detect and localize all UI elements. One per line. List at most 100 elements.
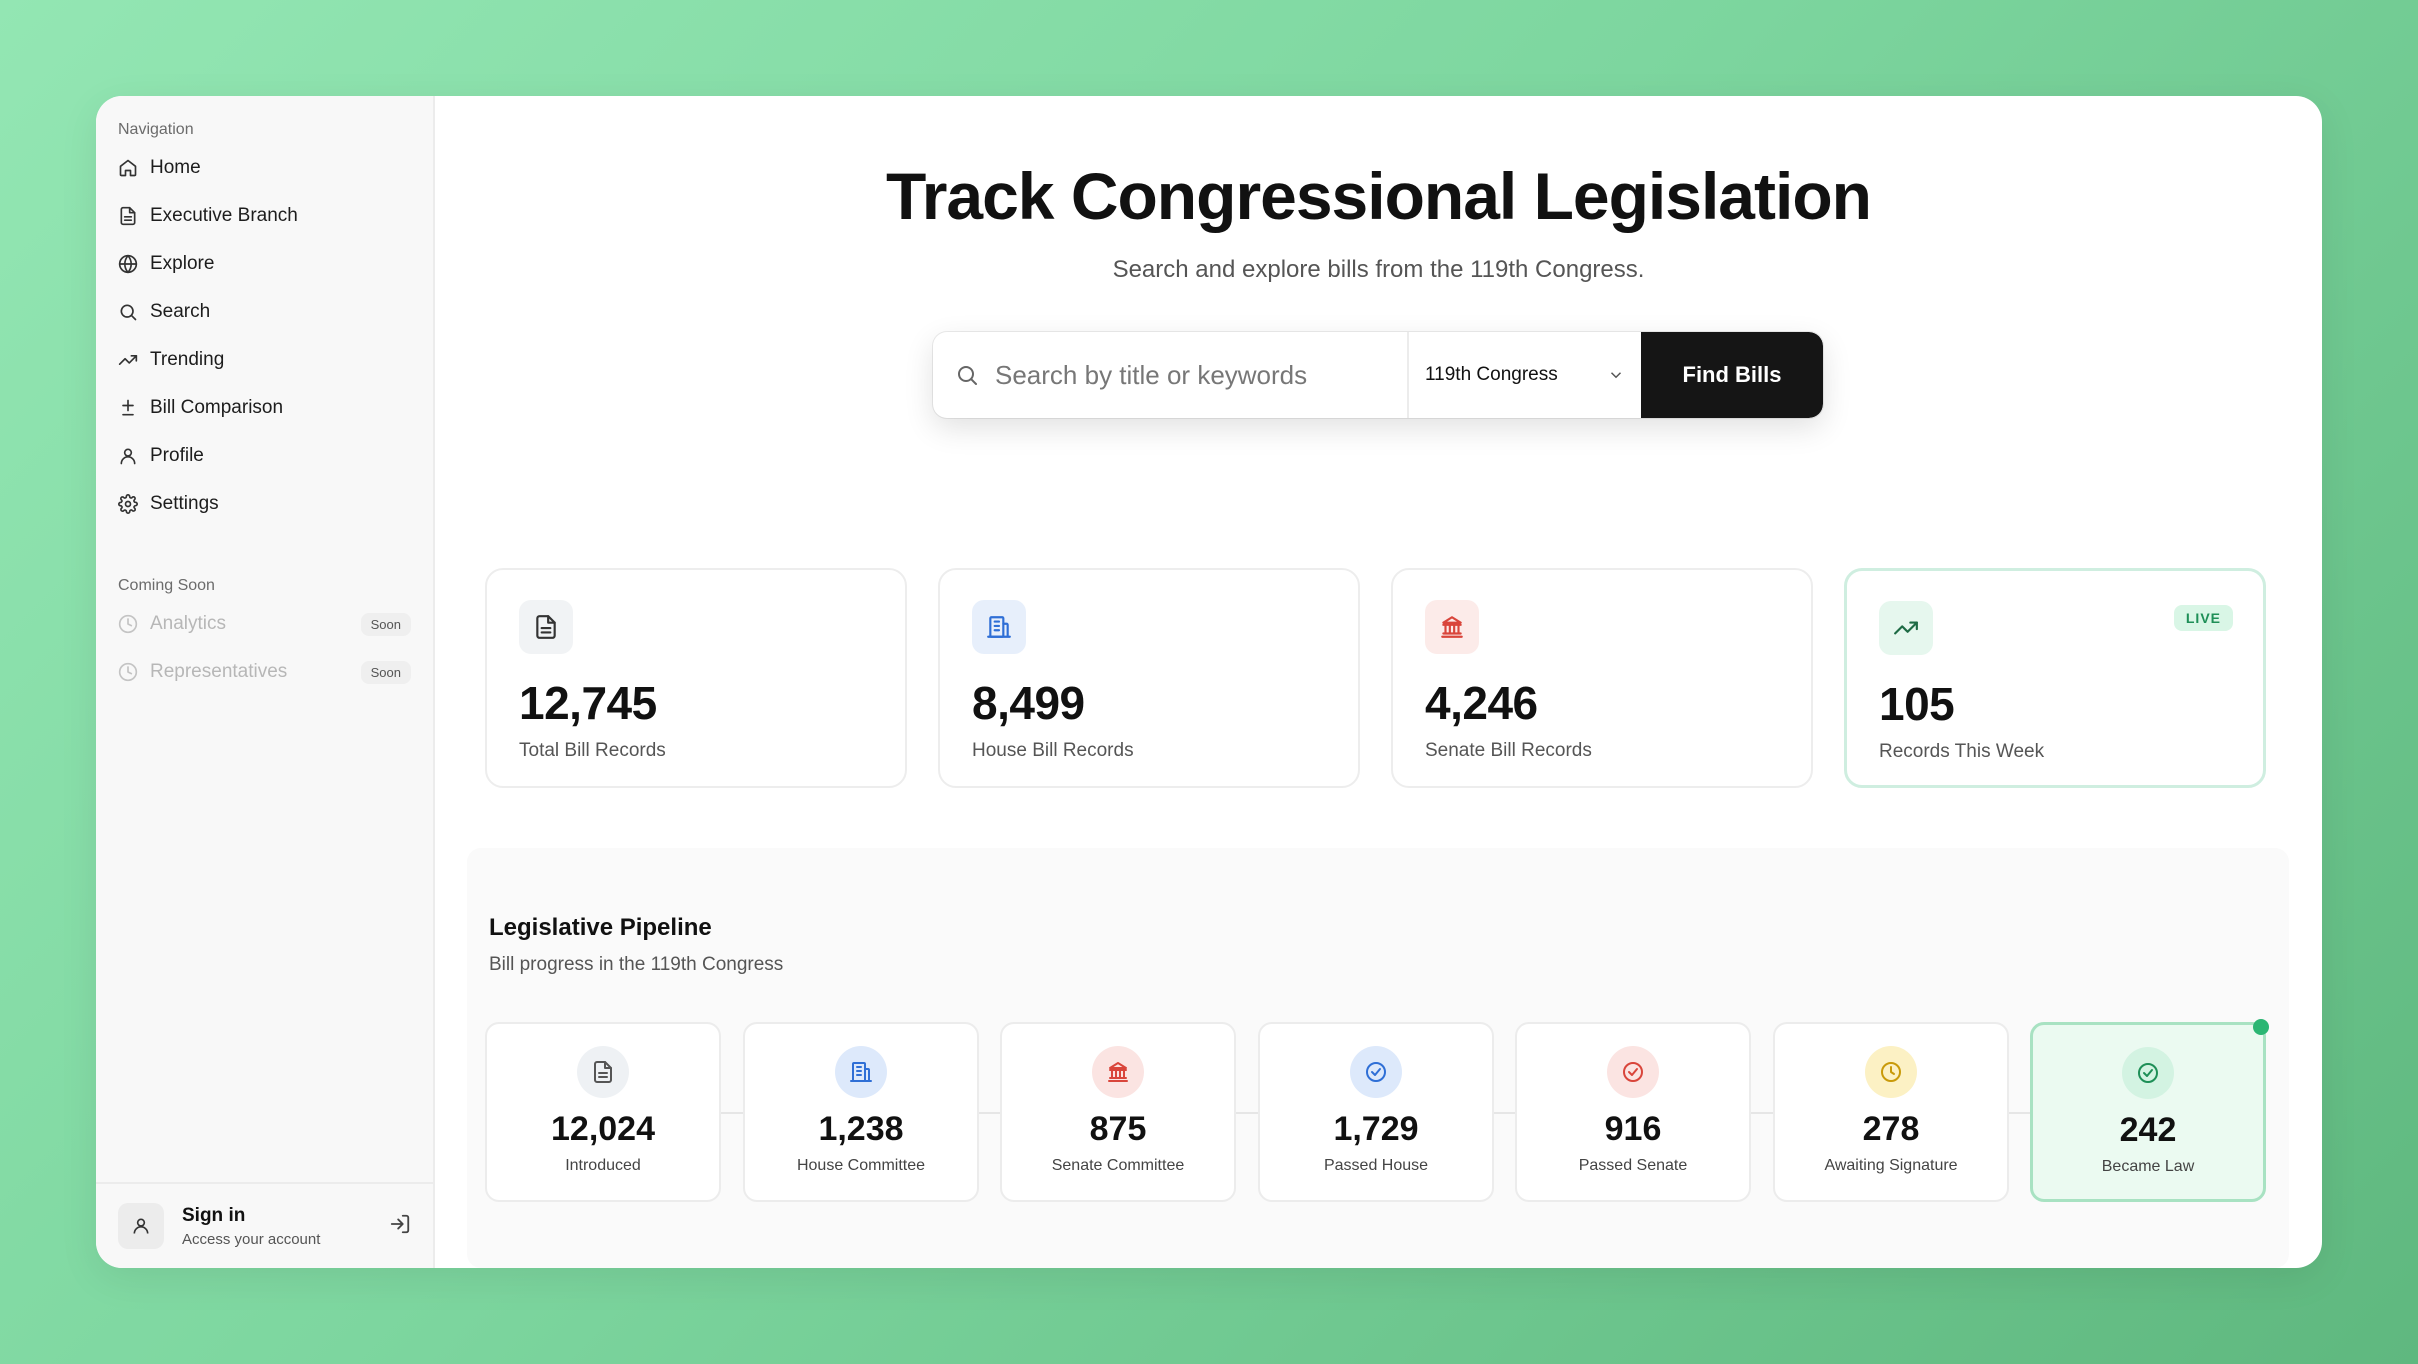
clock-icon bbox=[1865, 1046, 1917, 1098]
stage-value: 242 bbox=[2119, 1111, 2177, 1149]
globe-icon bbox=[118, 254, 138, 274]
sidebar-item-explore[interactable]: Explore bbox=[110, 240, 419, 288]
live-badge: LIVE bbox=[2173, 605, 2233, 631]
sidebar-item-label: Profile bbox=[150, 445, 204, 466]
sidebar-item-bill-comparison[interactable]: Bill Comparison bbox=[110, 384, 419, 432]
clock-icon bbox=[118, 662, 138, 682]
sidebar-item-label: Settings bbox=[150, 493, 219, 514]
building-icon bbox=[835, 1046, 887, 1098]
search-icon bbox=[958, 366, 977, 385]
sidebar-item-label: Bill Comparison bbox=[150, 397, 284, 418]
stat-value: 4,246 bbox=[1425, 677, 1538, 729]
congress-select-value: 119th Congress bbox=[1425, 364, 1558, 385]
sidebar-item-label: Analytics bbox=[150, 613, 227, 634]
capitol-icon bbox=[1425, 600, 1479, 654]
pipeline-stage-house-committee[interactable]: 1,238 House Committee bbox=[743, 1022, 979, 1202]
sidebar-item-analytics: Analytics Soon bbox=[110, 600, 419, 648]
sidebar-item-search[interactable]: Search bbox=[110, 288, 419, 336]
coming-soon-section-label: Coming Soon bbox=[118, 577, 215, 594]
sign-in-subtitle: Access your account bbox=[182, 1230, 321, 1248]
stat-card-senate[interactable]: 4,246 Senate Bill Records bbox=[1391, 568, 1813, 788]
pipeline-stage-awaiting-signature[interactable]: 278 Awaiting Signature bbox=[1773, 1022, 2009, 1202]
soon-badge: Soon bbox=[360, 660, 411, 684]
avatar bbox=[118, 1203, 164, 1249]
stage-label: Passed House bbox=[1323, 1157, 1429, 1174]
find-bills-button[interactable]: Find Bills bbox=[1641, 332, 1823, 418]
pipeline-stage-passed-house[interactable]: 1,729 Passed House bbox=[1258, 1022, 1494, 1202]
stage-value: 12,024 bbox=[551, 1110, 655, 1148]
stage-value: 1,238 bbox=[818, 1110, 904, 1148]
search-bar: 119th Congress Find Bills bbox=[933, 332, 1823, 418]
sidebar-item-home[interactable]: Home bbox=[110, 144, 419, 192]
page-title: Track Congressional Legislation bbox=[886, 159, 1872, 233]
stage-label: House Committee bbox=[796, 1157, 926, 1174]
stage-value: 278 bbox=[1862, 1110, 1920, 1148]
user-icon bbox=[118, 446, 138, 466]
pipeline-stage-passed-senate[interactable]: 916 Passed Senate bbox=[1515, 1022, 1751, 1202]
sidebar-item-label: Search bbox=[150, 301, 211, 322]
stage-label: Became Law bbox=[2101, 1158, 2195, 1175]
sidebar-item-representatives: Representatives Soon bbox=[110, 648, 419, 696]
stage-label: Senate Committee bbox=[1051, 1157, 1185, 1174]
pipeline-stage-became-law[interactable]: 242 Became Law bbox=[2030, 1019, 2269, 1202]
sidebar-item-label: Representatives bbox=[150, 661, 288, 682]
stage-label: Passed Senate bbox=[1578, 1157, 1688, 1174]
stat-label: Records This Week bbox=[1879, 741, 2045, 762]
gear-icon bbox=[118, 494, 138, 514]
stat-card-this-week[interactable]: LIVE 105 Records This Week bbox=[1844, 568, 2266, 788]
search-icon bbox=[118, 302, 138, 322]
active-indicator-dot bbox=[2253, 1019, 2269, 1035]
check-circle-icon bbox=[1350, 1046, 1402, 1098]
stat-label: Senate Bill Records bbox=[1425, 740, 1592, 761]
building-icon bbox=[972, 600, 1026, 654]
sidebar-item-settings[interactable]: Settings bbox=[110, 480, 419, 528]
sidebar: Navigation Home Executive Branch Explore… bbox=[96, 96, 435, 1268]
stat-value: 12,745 bbox=[519, 677, 657, 729]
soon-badge: Soon bbox=[360, 612, 411, 636]
sidebar-item-trending[interactable]: Trending bbox=[110, 336, 419, 384]
pipeline-stage-introduced[interactable]: 12,024 Introduced bbox=[485, 1022, 721, 1202]
pipeline-title: Legislative Pipeline bbox=[489, 914, 712, 941]
sidebar-item-profile[interactable]: Profile bbox=[110, 432, 419, 480]
search-input[interactable] bbox=[995, 359, 1375, 391]
pipeline-subtitle: Bill progress in the 119th Congress bbox=[489, 954, 784, 975]
stat-card-house[interactable]: 8,499 House Bill Records bbox=[938, 568, 1360, 788]
stage-value: 875 bbox=[1089, 1110, 1147, 1148]
sign-in-panel[interactable]: Sign in Access your account bbox=[96, 1182, 433, 1268]
page-subtitle: Search and explore bills from the 119th … bbox=[1112, 256, 1645, 283]
search-field bbox=[933, 332, 1407, 418]
plus-minus-icon bbox=[118, 398, 138, 418]
trending-icon bbox=[118, 350, 138, 370]
app-window: Navigation Home Executive Branch Explore… bbox=[96, 96, 2322, 1268]
home-icon bbox=[118, 158, 138, 178]
stage-label: Awaiting Signature bbox=[1824, 1157, 1958, 1174]
document-icon bbox=[519, 600, 573, 654]
check-circle-icon bbox=[2122, 1047, 2174, 1099]
stat-card-total[interactable]: 12,745 Total Bill Records bbox=[485, 568, 907, 788]
sign-in-arrow-icon[interactable] bbox=[389, 1213, 411, 1240]
sidebar-item-label: Executive Branch bbox=[150, 205, 298, 226]
check-circle-icon bbox=[1607, 1046, 1659, 1098]
trending-icon bbox=[1879, 601, 1933, 655]
stage-value: 1,729 bbox=[1333, 1110, 1419, 1148]
sign-in-title: Sign in bbox=[182, 1204, 246, 1226]
stage-label: Introduced bbox=[565, 1157, 641, 1174]
document-icon bbox=[577, 1046, 629, 1098]
sidebar-item-executive-branch[interactable]: Executive Branch bbox=[110, 192, 419, 240]
clock-icon bbox=[118, 614, 138, 634]
sidebar-item-label: Explore bbox=[150, 253, 215, 274]
stage-value: 916 bbox=[1604, 1110, 1662, 1148]
pipeline-stage-senate-committee[interactable]: 875 Senate Committee bbox=[1000, 1022, 1236, 1202]
document-icon bbox=[118, 206, 138, 226]
stat-value: 105 bbox=[1879, 678, 1955, 730]
capitol-icon bbox=[1092, 1046, 1144, 1098]
nav-section-label: Navigation bbox=[118, 121, 194, 138]
congress-select[interactable]: 119th Congress bbox=[1407, 332, 1641, 418]
stat-label: House Bill Records bbox=[972, 740, 1134, 761]
sidebar-item-label: Trending bbox=[150, 349, 225, 370]
sidebar-item-label: Home bbox=[150, 157, 201, 178]
stat-value: 8,499 bbox=[972, 677, 1085, 729]
main-content: Track Congressional Legislation Search a… bbox=[435, 96, 2322, 1268]
legislative-pipeline: Legislative Pipeline Bill progress in th… bbox=[467, 848, 2289, 1268]
chevron-down-icon bbox=[1610, 372, 1622, 379]
